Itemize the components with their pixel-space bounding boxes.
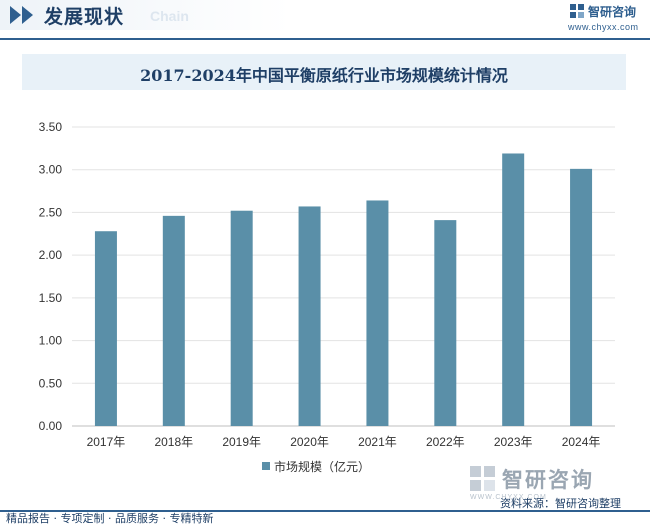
brand-url: www.chyxx.com — [568, 22, 639, 32]
x-tick-label: 2019年 — [222, 435, 261, 449]
bar — [162, 215, 185, 426]
x-tick-label: 2022年 — [426, 435, 465, 449]
y-tick-label: 0.00 — [39, 419, 63, 433]
bar — [366, 200, 389, 426]
footer-divider — [0, 510, 650, 512]
y-tick-label: 3.00 — [39, 163, 63, 177]
y-tick-label: 2.50 — [39, 205, 63, 219]
x-tick-label: 2017年 — [87, 435, 126, 449]
brand-logo-icon — [570, 4, 584, 18]
page-footer: 智研咨询 WWW.CHYXX.COM 资料来源：智研咨询整理 精品报告 · 专项… — [0, 466, 650, 526]
x-tick-label: 2018年 — [154, 435, 193, 449]
x-tick-label: 2021年 — [358, 435, 397, 449]
section-subtitle: Chain — [150, 8, 189, 24]
x-tick-label: 2024年 — [562, 435, 601, 449]
y-tick-label: 3.50 — [39, 120, 63, 134]
y-tick-label: 1.50 — [39, 291, 63, 305]
footer-brand-en: WWW.CHYXX.COM — [470, 494, 547, 501]
header-divider — [0, 38, 650, 40]
bar — [502, 153, 525, 427]
bar — [570, 168, 593, 427]
watermark-logo-icon — [470, 466, 495, 491]
bar — [94, 231, 117, 426]
brand-name: 智研咨询 — [588, 5, 637, 19]
header-bar — [0, 0, 290, 30]
legend-label: 市场规模（亿元） — [274, 460, 371, 474]
section-title: 发展现状 — [44, 6, 125, 28]
bar — [230, 210, 253, 426]
source-note: 资料来源：智研咨询整理 — [500, 497, 621, 510]
slogan: 精品报告 · 专项定制 · 品质服务 · 专精特新 — [6, 512, 214, 525]
y-tick-label: 0.50 — [39, 376, 63, 390]
footer-brand: 智研咨询 — [502, 468, 594, 492]
page-header: 发展现状 Chain 智研咨询 www.chyxx.com — [0, 0, 650, 40]
x-tick-label: 2020年 — [290, 435, 329, 449]
x-tick-label: 2023年 — [494, 435, 533, 449]
y-tick-label: 2.00 — [39, 248, 63, 262]
bar — [434, 220, 457, 426]
chart-title-box: 2017-2024年中国平衡原纸行业市场规模统计情况 — [22, 54, 626, 90]
y-tick-label: 1.00 — [39, 334, 63, 348]
legend-swatch — [262, 462, 270, 470]
bar — [298, 206, 321, 426]
chart-title: 2017-2024年中国平衡原纸行业市场规模统计情况 — [140, 66, 508, 85]
